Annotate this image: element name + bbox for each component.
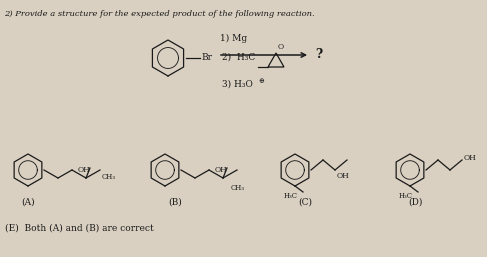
Text: OH: OH bbox=[77, 166, 91, 174]
Text: OH: OH bbox=[337, 172, 350, 180]
Text: 2) Provide a structure for the expected product of the following reaction.: 2) Provide a structure for the expected … bbox=[4, 10, 315, 18]
Text: OH: OH bbox=[464, 154, 477, 162]
Text: (B): (B) bbox=[168, 198, 182, 207]
Text: O: O bbox=[278, 43, 284, 51]
Text: (A): (A) bbox=[21, 198, 35, 207]
Text: 1) Mg: 1) Mg bbox=[220, 33, 247, 43]
Text: H₃C: H₃C bbox=[284, 192, 298, 200]
Text: OH: OH bbox=[215, 166, 227, 174]
Text: H₃C: H₃C bbox=[399, 192, 413, 200]
Text: (E)  Both (A) and (B) are correct: (E) Both (A) and (B) are correct bbox=[5, 224, 154, 233]
Text: (C): (C) bbox=[298, 198, 312, 207]
Text: 3) H₃O: 3) H₃O bbox=[222, 79, 253, 88]
Text: Br: Br bbox=[201, 53, 212, 62]
Text: ?: ? bbox=[315, 49, 322, 61]
Text: ⊕: ⊕ bbox=[258, 77, 264, 85]
Text: CH₃: CH₃ bbox=[231, 184, 245, 192]
Text: CH₃: CH₃ bbox=[102, 173, 116, 181]
Text: (D): (D) bbox=[408, 198, 422, 207]
Text: 2)  H₃C: 2) H₃C bbox=[222, 52, 255, 61]
